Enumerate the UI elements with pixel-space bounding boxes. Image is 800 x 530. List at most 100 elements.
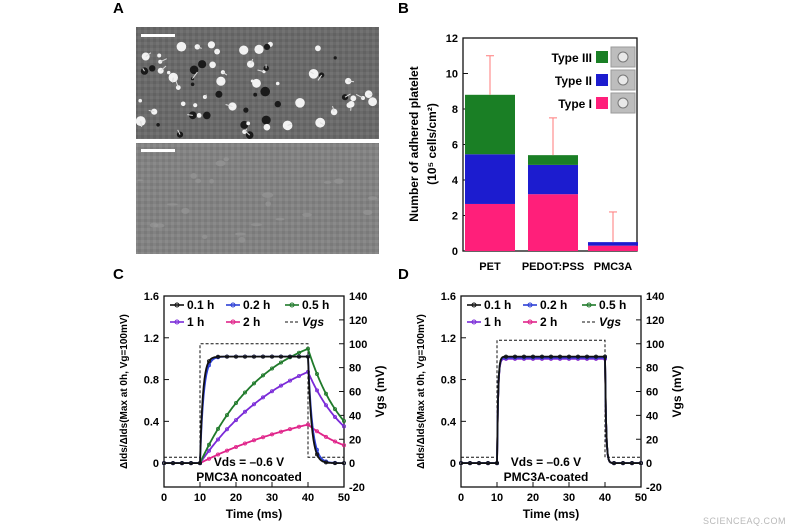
legend-label: Type I bbox=[558, 97, 592, 111]
platelet bbox=[263, 64, 269, 71]
series-marker bbox=[260, 354, 265, 359]
y-tick-label: 2 bbox=[452, 211, 458, 223]
series-marker bbox=[206, 442, 211, 447]
platelet bbox=[209, 61, 216, 69]
series-marker bbox=[476, 461, 481, 466]
series-marker bbox=[467, 461, 472, 466]
series-marker bbox=[233, 354, 238, 359]
x-tick-label: 30 bbox=[266, 492, 278, 504]
y-left-axis-label: ΔIds/ΔIds(Max at 0h, Vg=100mV) bbox=[119, 314, 130, 469]
platelet bbox=[220, 70, 228, 76]
line-chart-noncoated: 0 0.4 0.8 1.2 1.6 -20 0 20 40 60 80 100 120 140 0 10 20 3… bbox=[119, 291, 387, 521]
x-axis-label: Time (ms) bbox=[226, 507, 282, 521]
y-right-tick-label: 120 bbox=[646, 315, 664, 327]
platelet bbox=[350, 95, 357, 102]
platelet bbox=[274, 100, 281, 108]
series-line bbox=[461, 356, 641, 465]
series-marker bbox=[179, 461, 184, 466]
x-tick-label: 0 bbox=[161, 492, 167, 504]
platelet bbox=[257, 69, 266, 74]
surface-speck bbox=[250, 223, 263, 227]
y-right-tick-label: 100 bbox=[349, 339, 367, 351]
x-tick-label: 30 bbox=[563, 492, 575, 504]
legend-marker bbox=[527, 302, 533, 308]
platelet bbox=[138, 98, 142, 103]
platelet bbox=[345, 77, 355, 85]
platelet bbox=[158, 58, 167, 64]
scale-bar bbox=[141, 149, 175, 152]
series-marker bbox=[323, 403, 328, 408]
vgs-pulse-line bbox=[164, 343, 344, 458]
platelet bbox=[135, 116, 146, 127]
platelet bbox=[168, 72, 178, 83]
bar-segment bbox=[465, 203, 515, 251]
surface-speck bbox=[302, 212, 312, 217]
x-tick-label: 20 bbox=[527, 492, 539, 504]
series-marker bbox=[323, 391, 328, 396]
series-marker bbox=[287, 378, 292, 383]
platelet bbox=[149, 65, 156, 72]
platelet bbox=[215, 90, 223, 98]
platelet bbox=[194, 44, 202, 50]
bar-chart-platelets: 0 2 4 6 8 10 12 PET PEDOT:PSS PMC3A Number of adhe… bbox=[407, 33, 638, 273]
platelet bbox=[247, 58, 255, 68]
platelet bbox=[148, 108, 158, 115]
series-marker bbox=[242, 354, 247, 359]
sample-annotation: PMC3A noncoated bbox=[196, 470, 302, 484]
platelet bbox=[214, 48, 221, 55]
x-category-label: PEDOT:PSS bbox=[522, 261, 584, 273]
vds-annotation: Vds = –0.6 V bbox=[511, 455, 581, 469]
series-marker bbox=[170, 461, 175, 466]
legend-marker bbox=[174, 302, 180, 308]
surface-speck bbox=[363, 209, 373, 215]
platelet bbox=[243, 107, 249, 113]
surface-texture bbox=[137, 157, 378, 243]
platelet bbox=[263, 123, 271, 131]
series-marker bbox=[224, 413, 229, 418]
y-left-tick-label: 0.4 bbox=[144, 416, 160, 428]
platelet-thumbnail-cell bbox=[617, 74, 629, 86]
series-line bbox=[461, 357, 641, 465]
bar-segment bbox=[528, 164, 578, 195]
series-marker bbox=[323, 460, 328, 465]
y-right-tick-label: 0 bbox=[646, 458, 652, 470]
series-marker bbox=[458, 461, 463, 466]
legend-marker bbox=[527, 319, 533, 325]
surface-speck bbox=[275, 217, 285, 221]
platelet bbox=[317, 72, 325, 81]
platelet bbox=[239, 45, 249, 55]
series-marker bbox=[314, 429, 319, 434]
series-marker bbox=[215, 437, 220, 442]
series-marker bbox=[215, 426, 220, 431]
y-right-axis-label: Vgs (mV) bbox=[670, 365, 684, 417]
platelet bbox=[187, 111, 197, 120]
legend-label: 0.5 h bbox=[302, 298, 329, 312]
bar-segment bbox=[588, 242, 638, 246]
legend-label: 0.5 h bbox=[599, 298, 626, 312]
y-right-tick-label: 120 bbox=[349, 315, 367, 327]
platelet bbox=[176, 129, 184, 138]
series-line bbox=[461, 356, 641, 465]
x-tick-label: 40 bbox=[302, 492, 314, 504]
series-marker bbox=[332, 439, 337, 444]
legend-marker bbox=[230, 302, 236, 308]
platelet bbox=[180, 101, 186, 107]
platelet bbox=[308, 69, 319, 79]
series-marker bbox=[503, 354, 508, 359]
platelet bbox=[246, 121, 251, 126]
series-marker bbox=[251, 402, 256, 407]
vds-annotation: Vds = –0.6 V bbox=[214, 455, 284, 469]
surface-speck bbox=[223, 157, 229, 162]
series-marker bbox=[341, 424, 346, 429]
y-tick-label: 8 bbox=[452, 104, 458, 116]
y-right-tick-label: 140 bbox=[349, 291, 367, 303]
y-right-tick-label: -20 bbox=[349, 482, 365, 494]
y-left-tick-label: 0.8 bbox=[441, 375, 456, 387]
y-right-tick-label: 60 bbox=[349, 387, 361, 399]
series-marker bbox=[567, 354, 572, 359]
series-marker bbox=[332, 407, 337, 412]
platelet bbox=[295, 98, 305, 108]
surface-speck bbox=[166, 203, 178, 206]
platelet bbox=[207, 41, 215, 49]
series-marker bbox=[206, 359, 211, 364]
